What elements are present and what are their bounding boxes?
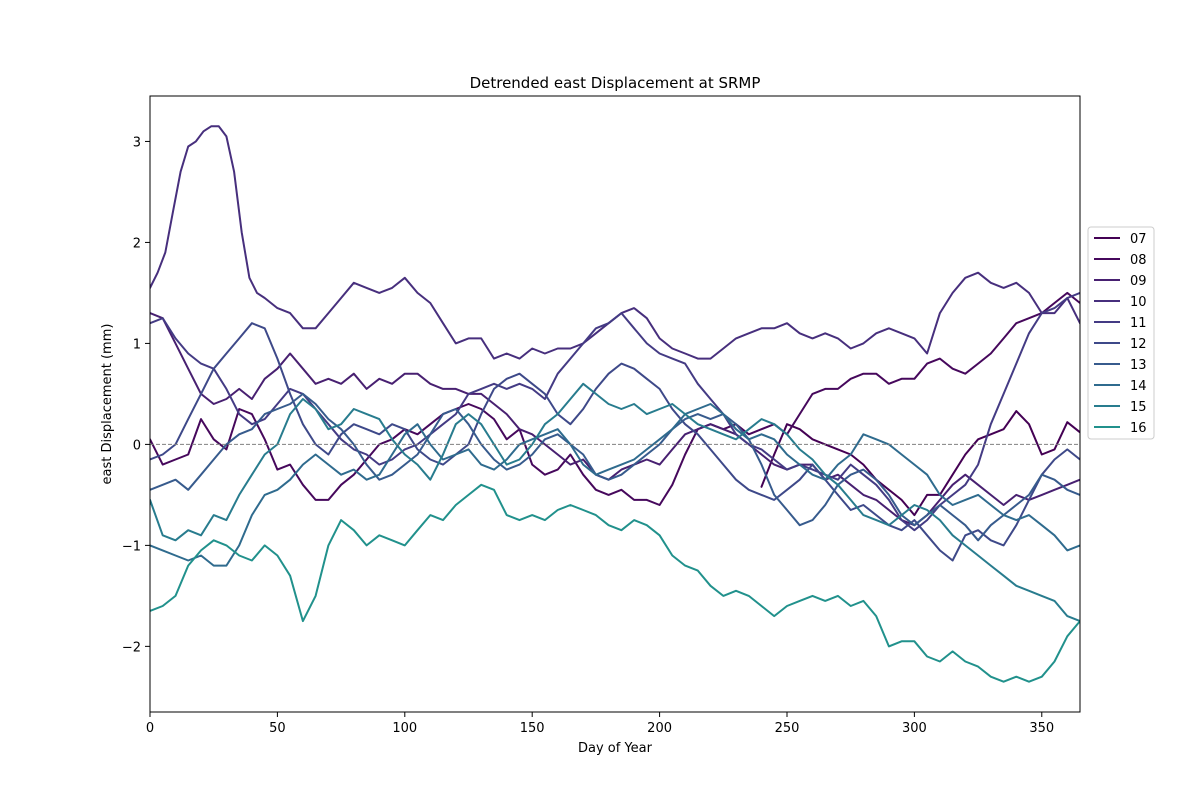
y-tick-label: 2 <box>133 236 141 251</box>
plot-area <box>149 95 1081 713</box>
series-line-10 <box>150 125 1080 360</box>
x-tick-label: 0 <box>146 721 154 736</box>
x-tick-label: 100 <box>392 721 417 736</box>
series-layer <box>150 125 1080 683</box>
x-axis: 0 50 100 150 200 250 300 350 <box>146 712 1054 736</box>
legend-label-16: 16 <box>1130 421 1147 436</box>
y-tick-label: 1 <box>133 337 141 352</box>
series-line-16 <box>150 483 1080 683</box>
legend: 07 08 09 10 11 12 13 14 15 16 <box>1087 226 1155 440</box>
y-axis: −2 −1 0 1 2 3 <box>122 135 150 655</box>
y-axis-label: east Displacement (mm) <box>100 324 115 485</box>
x-tick-label: 50 <box>269 721 286 736</box>
legend-label-10: 10 <box>1130 295 1147 310</box>
legend-label-11: 11 <box>1130 316 1147 331</box>
legend-label-13: 13 <box>1130 358 1147 373</box>
series-line-12 <box>150 322 1080 562</box>
legend-label-15: 15 <box>1130 400 1147 415</box>
y-tick-label: 3 <box>133 135 141 150</box>
y-tick-label: 0 <box>133 438 141 453</box>
legend-label-07: 07 <box>1130 232 1147 247</box>
legend-label-14: 14 <box>1130 379 1147 394</box>
y-tick-label: −2 <box>122 640 141 655</box>
plot-frame <box>149 95 1081 713</box>
x-axis-label: Day of Year <box>578 741 653 756</box>
y-tick-label: −1 <box>122 539 141 554</box>
series-line-07 <box>760 410 1080 517</box>
x-tick-label: 150 <box>520 721 545 736</box>
legend-label-08: 08 <box>1130 253 1147 268</box>
series-line-13 <box>150 392 1080 542</box>
legend-label-12: 12 <box>1130 337 1147 352</box>
series-line-15 <box>150 382 1080 623</box>
series-line-08 <box>150 291 1080 506</box>
x-tick-label: 200 <box>647 721 672 736</box>
chart-title: Detrended east Displacement at SRMP <box>470 74 761 92</box>
x-tick-label: 300 <box>902 721 927 736</box>
x-tick-label: 350 <box>1029 721 1054 736</box>
legend-label-09: 09 <box>1130 274 1147 289</box>
x-tick-label: 250 <box>775 721 800 736</box>
legend-items: 07 08 09 10 11 12 13 14 15 16 <box>1094 232 1147 436</box>
series-line-14 <box>150 403 1080 567</box>
